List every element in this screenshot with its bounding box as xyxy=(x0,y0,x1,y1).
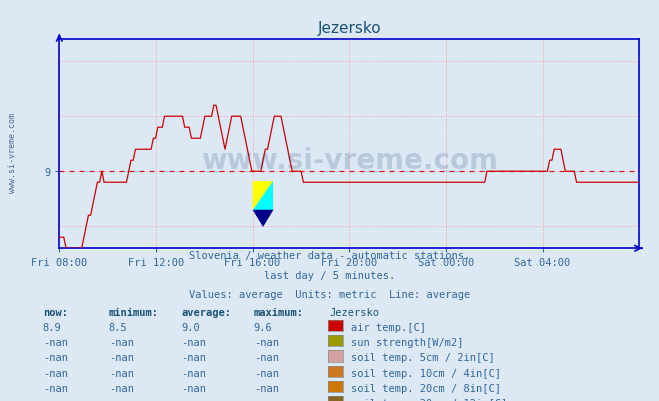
Text: -nan: -nan xyxy=(254,337,279,347)
Text: minimum:: minimum: xyxy=(109,307,159,317)
Text: sun strength[W/m2]: sun strength[W/m2] xyxy=(351,337,463,347)
Text: -nan: -nan xyxy=(254,352,279,363)
Text: www.si-vreme.com: www.si-vreme.com xyxy=(201,147,498,175)
Text: -nan: -nan xyxy=(43,398,68,401)
Text: -nan: -nan xyxy=(109,352,134,363)
Text: www.si-vreme.com: www.si-vreme.com xyxy=(8,112,17,192)
Text: now:: now: xyxy=(43,307,68,317)
Text: -nan: -nan xyxy=(181,337,206,347)
Text: -nan: -nan xyxy=(109,398,134,401)
Polygon shape xyxy=(252,182,273,210)
Text: -nan: -nan xyxy=(43,337,68,347)
Text: -nan: -nan xyxy=(43,368,68,378)
Polygon shape xyxy=(252,182,273,210)
Text: -nan: -nan xyxy=(181,352,206,363)
Text: 8.9: 8.9 xyxy=(43,322,61,332)
Text: soil temp. 5cm / 2in[C]: soil temp. 5cm / 2in[C] xyxy=(351,352,494,363)
Text: 9.0: 9.0 xyxy=(181,322,200,332)
Text: 8.5: 8.5 xyxy=(109,322,127,332)
Text: -nan: -nan xyxy=(181,368,206,378)
Text: -nan: -nan xyxy=(109,337,134,347)
Text: -nan: -nan xyxy=(109,383,134,393)
Text: soil temp. 30cm / 12in[C]: soil temp. 30cm / 12in[C] xyxy=(351,398,507,401)
Polygon shape xyxy=(252,210,273,227)
Text: last day / 5 minutes.: last day / 5 minutes. xyxy=(264,270,395,280)
Text: average:: average: xyxy=(181,307,231,317)
Text: -nan: -nan xyxy=(181,383,206,393)
Text: soil temp. 20cm / 8in[C]: soil temp. 20cm / 8in[C] xyxy=(351,383,501,393)
Text: Values: average  Units: metric  Line: average: Values: average Units: metric Line: aver… xyxy=(189,289,470,299)
Text: -nan: -nan xyxy=(254,368,279,378)
Text: -nan: -nan xyxy=(254,383,279,393)
Text: -nan: -nan xyxy=(109,368,134,378)
Text: -nan: -nan xyxy=(43,352,68,363)
Text: soil temp. 10cm / 4in[C]: soil temp. 10cm / 4in[C] xyxy=(351,368,501,378)
Text: Slovenia / weather data - automatic stations.: Slovenia / weather data - automatic stat… xyxy=(189,251,470,261)
Text: Jezersko: Jezersko xyxy=(330,307,380,317)
Text: maximum:: maximum: xyxy=(254,307,304,317)
Text: -nan: -nan xyxy=(254,398,279,401)
Text: air temp.[C]: air temp.[C] xyxy=(351,322,426,332)
Text: -nan: -nan xyxy=(43,383,68,393)
Title: Jezersko: Jezersko xyxy=(318,21,381,36)
Text: 9.6: 9.6 xyxy=(254,322,272,332)
Text: -nan: -nan xyxy=(181,398,206,401)
